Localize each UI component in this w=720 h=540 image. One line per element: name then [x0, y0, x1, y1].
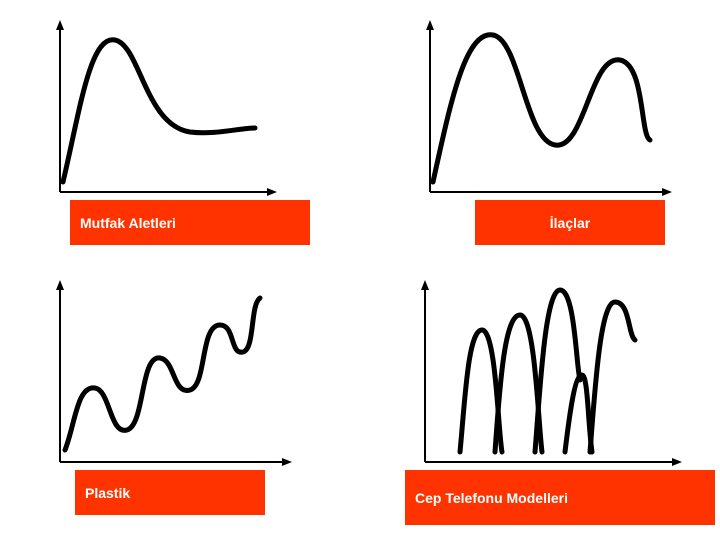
- chart-plastik: [55, 280, 305, 470]
- label-bar-cep: Cep Telefonu Modelleri: [405, 470, 715, 525]
- label-mutfak: Mutfak Aletleri: [70, 215, 176, 231]
- chart-cep: [420, 280, 690, 470]
- chart-mutfak: [55, 20, 285, 200]
- label-cep: Cep Telefonu Modelleri: [405, 490, 568, 506]
- panel-top-left: [55, 20, 285, 205]
- panel-top-right: [425, 20, 680, 205]
- curve-cep-4: [565, 375, 592, 452]
- label-bar-ilaclar: İlaçlar: [475, 200, 665, 245]
- label-ilaclar: İlaçlar: [550, 215, 590, 231]
- axes: [426, 20, 672, 196]
- curve-cep-5: [590, 302, 635, 452]
- label-bar-mutfak: Mutfak Aletleri: [70, 200, 310, 245]
- panel-bottom-right: [420, 280, 690, 475]
- axes: [56, 20, 277, 196]
- curve-mutfak: [63, 40, 255, 182]
- curve-plastik: [65, 298, 260, 450]
- label-plastik: Plastik: [75, 485, 130, 501]
- curve-ilaclar: [433, 35, 650, 182]
- label-bar-plastik: Plastik: [75, 470, 265, 515]
- chart-ilaclar: [425, 20, 680, 200]
- panel-bottom-left: [55, 280, 305, 475]
